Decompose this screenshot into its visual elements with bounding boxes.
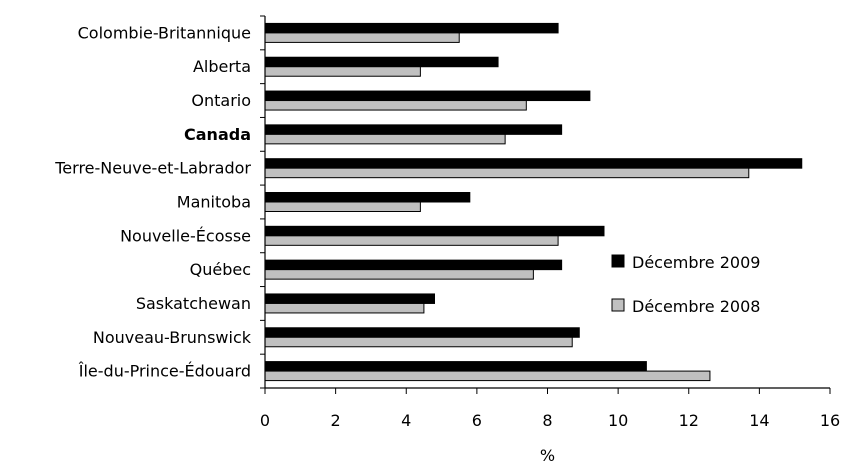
bar-2008-terre-neuve-et-labrador [264,167,750,179]
legend-label: Décembre 2009 [632,253,760,272]
category-label: Canada [184,125,251,144]
bar-2008-saskatchewan [264,302,425,314]
category-label: Québec [190,260,251,279]
x-tick-label: 14 [749,411,769,430]
bar-2009-nouveau-brunswick [264,327,580,338]
x-tick-label: 2 [331,411,341,430]
bar-2009-qu-bec [264,259,563,271]
bars-layer [264,22,803,382]
bar-2008--le-du-prince-douard [264,370,711,382]
category-label: Nouveau-Brunswick [93,328,252,347]
bar-2009--le-du-prince-douard [264,361,647,372]
axes-layer [260,15,831,394]
category-label: Terre-Neuve-et-Labrador [54,159,251,178]
labels-layer: Colombie-Britannique Alberta Ontario Canada… [54,23,840,465]
bar-2008-colombie-britannique [264,32,460,43]
bar-2009-ontario [264,90,591,102]
x-tick-label: 10 [608,411,628,430]
x-tick-label: 8 [542,411,552,430]
x-tick-label: 6 [472,411,482,430]
bar-2009-canada [264,124,563,135]
legend-swatch [611,254,625,268]
bar-2008-qu-bec [264,269,534,280]
bar-2009-terre-neuve-et-labrador [264,158,803,169]
category-label: Saskatchewan [136,294,251,313]
x-tick-label: 12 [679,411,699,430]
bar-2008-nouveau-brunswick [264,336,573,348]
bar-2008-nouvelle-cosse [264,235,559,246]
category-label: Nouvelle-Écosse [120,226,251,245]
legend: Décembre 2009 Décembre 2008 [611,253,760,316]
legend-label: Décembre 2008 [632,297,760,316]
bar-2008-alberta [264,66,421,77]
bar-2009-nouvelle-cosse [264,225,605,237]
bar-2009-manitoba [264,192,471,203]
category-label: Alberta [193,57,251,76]
x-tick-label: 0 [260,411,270,430]
category-label: Manitoba [177,193,251,212]
category-label: Île-du-Prince-Édouard [78,362,251,381]
bar-2009-alberta [264,56,499,68]
bar-2009-saskatchewan [264,293,435,304]
bar-2008-ontario [264,100,527,111]
bar-2008-canada [264,133,506,145]
category-label: Colombie-Britannique [78,23,251,42]
bar-2009-colombie-britannique [264,22,559,34]
category-label: Ontario [191,91,251,110]
x-axis-title: % [540,446,555,465]
bar-2008-manitoba [264,201,421,212]
x-tick-label: 4 [401,411,411,430]
x-tick-label: 16 [820,411,840,430]
legend-swatch [611,298,625,312]
